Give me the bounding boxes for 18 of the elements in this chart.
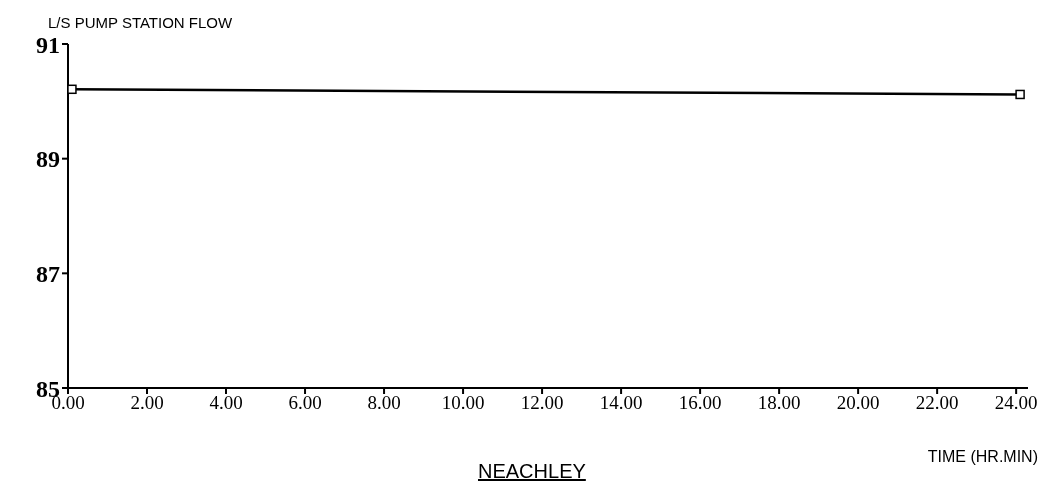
y-tick-label: 91 [36,31,60,58]
x-tick-label: 22.00 [915,392,959,414]
x-tick-label: 16.00 [678,392,722,414]
x-tick-label: 20.00 [836,392,880,414]
x-tick-label: 18.00 [757,392,801,414]
chart-title: L/S PUMP STATION FLOW [48,14,233,31]
text: NEACHLEY [478,460,586,483]
x-tick-label: 10.00 [441,392,485,414]
y-tick-label: 87 [36,260,60,287]
x-axis-title: TIME (HR.MIN) [927,448,1038,466]
y-tick-label: 89 [36,146,60,173]
x-tick-label: 4.00 [209,392,243,414]
x-tick-label: 2.00 [130,392,164,414]
x-tick-label: 8.00 [367,392,401,414]
x-tick-label: 6.00 [288,392,322,414]
x-tick-label: 12.00 [520,392,564,414]
x-tick-label: 24.00 [994,392,1038,414]
x-tick-label: 14.00 [599,392,643,414]
